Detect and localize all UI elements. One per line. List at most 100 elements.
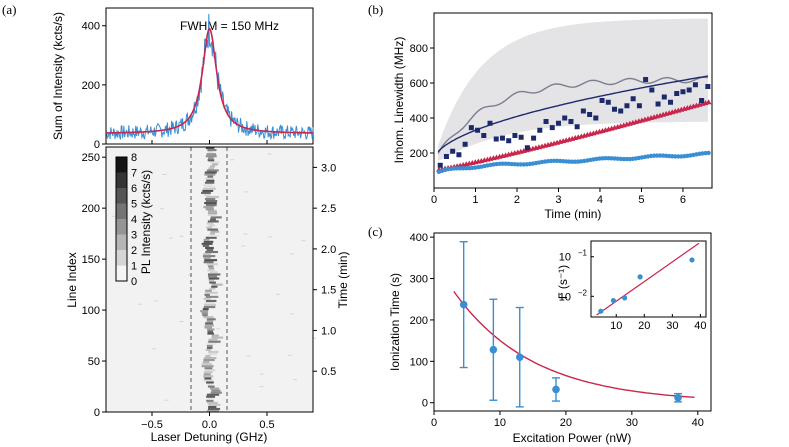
high-power-point <box>562 115 568 121</box>
colorbar-tick-label: 5 <box>131 199 137 211</box>
inset-ytick-label: 10 <box>559 291 571 303</box>
high-power-point <box>574 124 580 130</box>
heatmap-cell <box>201 191 211 194</box>
heatmap-cell <box>206 222 214 225</box>
panel-b-plot: 200 400 600 800 0 1 2 3 4 5 6 Inhom. Linewidth (MH… <box>392 12 713 221</box>
heatmap-noise-cell <box>216 328 221 330</box>
heatmap-cell <box>211 285 218 288</box>
panel-a-top-plot: FWHM = 150 MHz Sum of Intensity (kcts/s)… <box>51 7 314 151</box>
high-power-point <box>636 103 642 109</box>
high-power-point <box>668 99 674 105</box>
high-power-point <box>661 94 667 100</box>
heatmap-cell <box>201 312 208 315</box>
heatmap-cell <box>203 257 211 260</box>
colorbar-segment <box>116 203 127 219</box>
heatmap-cell <box>202 189 214 192</box>
high-power-point <box>611 106 617 112</box>
heatmap-cell <box>202 244 210 247</box>
heatmap-cell <box>207 228 218 231</box>
heatmap-noise-cell <box>179 320 184 322</box>
high-power-point <box>524 145 530 151</box>
line-index-label: Line Index <box>65 252 79 307</box>
heatmap-noise-cell <box>243 233 248 235</box>
ionization-point <box>674 393 682 402</box>
high-power-point <box>499 135 505 141</box>
colorbar-segment <box>116 219 127 235</box>
heatmap-cell <box>207 157 214 160</box>
inset-ytick-exponent: −1 <box>578 249 588 258</box>
high-power-point <box>580 108 586 114</box>
inset-point <box>637 274 643 280</box>
panel-a-top-ytick-label: 200 <box>82 80 100 92</box>
laser-detuning-label: Laser Detuning (GHz) <box>151 430 268 444</box>
heatmap-cell <box>205 322 213 325</box>
heatmap-cell <box>203 373 211 376</box>
heatmap-cell <box>204 197 216 201</box>
heatmap-cell <box>208 340 221 343</box>
heatmap-cell <box>211 336 224 339</box>
heatmap-cell <box>208 405 217 408</box>
heatmap-cell <box>207 234 220 237</box>
heatmap-noise-cell <box>152 348 157 350</box>
detuning-tick-label: 0.5 <box>259 419 274 431</box>
heatmap-cell <box>212 163 218 166</box>
heatmap-noise-cell <box>268 236 273 238</box>
high-power-point <box>555 120 561 126</box>
heatmap-cell <box>211 334 219 337</box>
heatmap-cell <box>203 183 213 186</box>
panel-b-xtick-label: 1 <box>472 194 478 206</box>
high-power-point <box>443 154 449 159</box>
high-power-point <box>493 136 499 142</box>
heatmap-cell <box>202 308 209 311</box>
heatmap-cell <box>207 346 213 349</box>
low-power-point <box>518 162 523 167</box>
inset-point <box>598 308 604 314</box>
heatmap-noise-cell <box>169 237 174 239</box>
panel-b-xtick-label: 2 <box>514 194 520 206</box>
heatmap-cell <box>207 175 214 178</box>
heatmap-cell <box>206 318 216 321</box>
panel-b-xlabel: Time (min) <box>545 207 602 221</box>
heatmap-noise-cell <box>241 245 246 247</box>
inset-xtick-label: 30 <box>666 320 678 332</box>
heatmap-noise-cell <box>138 303 143 305</box>
panel-c-xtick-label: 0 <box>431 417 437 429</box>
panel-c-xtick-label: 40 <box>692 417 704 429</box>
high-power-point <box>475 127 481 133</box>
high-power-point <box>531 135 537 141</box>
heatmap-noise-cell <box>246 355 251 357</box>
line-index-tick-label: 150 <box>82 254 100 266</box>
heatmap-noise-cell <box>259 373 264 375</box>
high-power-point <box>624 103 630 109</box>
high-power-point <box>705 84 711 89</box>
detuning-tick-label: −0.5 <box>141 419 163 431</box>
panel-c-ytick-label: 400 <box>410 232 428 244</box>
heatmap-cell <box>211 283 223 286</box>
heatmap-cell <box>207 265 214 268</box>
low-power-point <box>603 155 608 161</box>
colorbar-segment <box>116 265 127 281</box>
heatmap-cell <box>207 212 218 215</box>
time-tick-label: 1.5 <box>321 285 336 297</box>
heatmap-cell <box>203 206 214 209</box>
high-power-point <box>549 125 555 131</box>
panel-b-frame <box>433 12 713 189</box>
heatmap-noise-cell <box>112 215 117 217</box>
heatmap-noise-cell <box>301 240 306 242</box>
heatmap-cell <box>207 332 214 335</box>
heatmap-cell <box>203 306 216 309</box>
heatmap-cell <box>203 371 213 374</box>
colorbar-frame <box>115 156 128 282</box>
inset-point <box>689 257 695 263</box>
heatmap-cell <box>211 389 221 392</box>
heatmap-noise-cell <box>311 337 316 339</box>
heatmap-cell <box>206 395 216 398</box>
heatmap-cell <box>203 238 210 241</box>
panel-b-ytick-label: 800 <box>410 43 428 55</box>
heatmap-cell <box>201 365 214 368</box>
panel-b-xtick-label: 4 <box>597 194 603 206</box>
low-power-point <box>500 161 505 166</box>
heatmap-cell <box>205 354 211 358</box>
time-min-label: Time (min) <box>336 252 350 309</box>
